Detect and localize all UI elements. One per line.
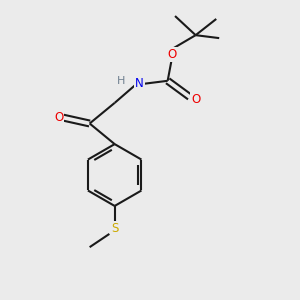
Text: O: O <box>167 48 177 61</box>
Text: H: H <box>117 76 126 86</box>
Text: S: S <box>111 222 118 235</box>
Text: O: O <box>191 93 200 106</box>
Text: N: N <box>135 77 144 90</box>
Text: O: O <box>54 111 63 124</box>
